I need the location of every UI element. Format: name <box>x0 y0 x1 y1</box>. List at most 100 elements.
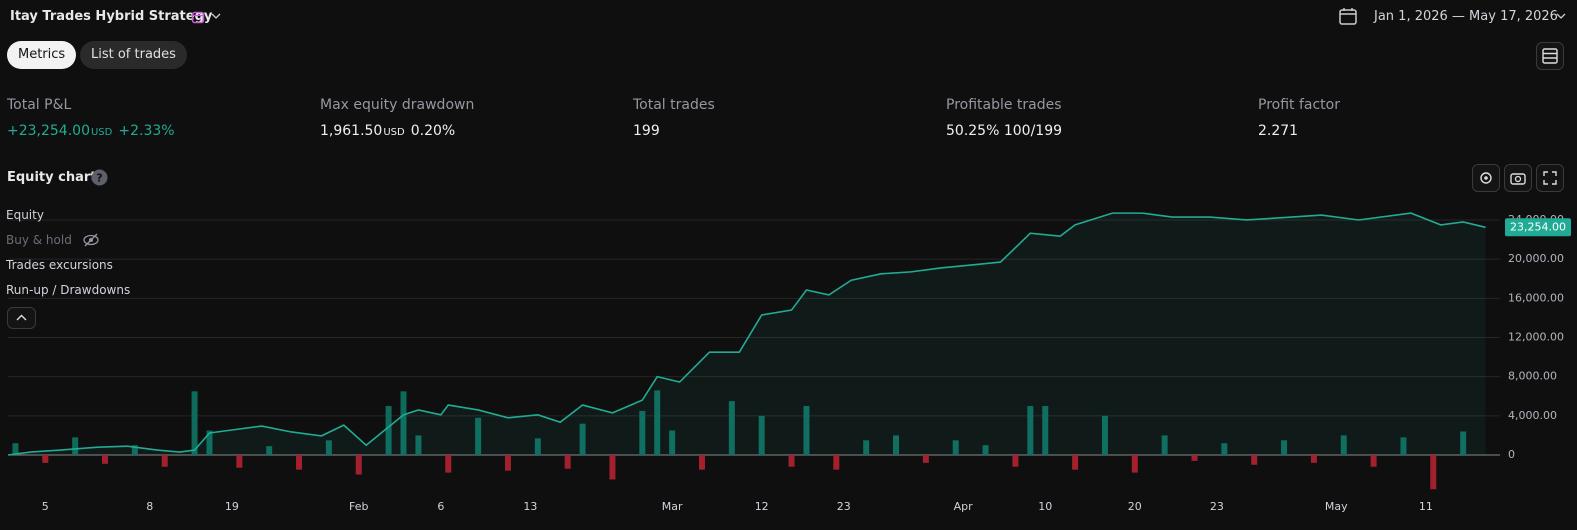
y-tick-label: 16,000.00 <box>1508 291 1564 304</box>
trade-bar <box>1042 406 1049 455</box>
trade-bar <box>1101 415 1108 455</box>
trade-bar <box>415 435 422 455</box>
snapshot-button[interactable] <box>1504 164 1532 192</box>
trade-bar <box>206 430 213 455</box>
trade-bar <box>161 454 168 467</box>
y-tick-label: 12,000.00 <box>1508 330 1564 343</box>
y-tick-label: 8,000.00 <box>1508 370 1557 383</box>
hidden-icon[interactable] <box>82 233 100 247</box>
trade-bar <box>1221 443 1228 455</box>
legend-equity[interactable]: Equity <box>6 208 44 222</box>
trade-bar <box>669 430 676 455</box>
trade-bar <box>788 454 795 467</box>
legend-buy-hold[interactable]: Buy & hold <box>6 233 72 247</box>
collapse-legend[interactable] <box>7 307 36 329</box>
range-dropdown[interactable] <box>1556 12 1566 20</box>
metric-value: 50.25% 100/199 <box>946 123 1062 139</box>
trade-bar <box>1430 454 1437 490</box>
trade-bar <box>385 406 392 455</box>
trade-bar <box>1281 440 1288 455</box>
help-icon[interactable]: ? <box>91 169 108 186</box>
trade-bar <box>1161 435 1168 455</box>
trade-bar <box>191 391 198 455</box>
equity-line <box>7 212 1486 456</box>
trade-bar <box>833 454 840 470</box>
trade-bar <box>1251 454 1258 465</box>
metric-extra: +2.33% <box>118 123 175 139</box>
trade-bar <box>325 440 332 455</box>
trade-bar <box>1191 454 1198 461</box>
trade-bar <box>564 454 571 469</box>
metric-number: +23,254.00 <box>7 123 90 139</box>
trade-bar <box>102 454 109 464</box>
x-tick-label: 5 <box>42 500 49 513</box>
trade-bar <box>475 417 482 455</box>
trade-bar <box>698 454 705 470</box>
x-tick-label: 23 <box>1210 500 1224 513</box>
y-tick-label: 20,000.00 <box>1508 252 1564 265</box>
x-tick-label: Feb <box>349 500 368 513</box>
metric-label: Total P&L <box>7 97 72 113</box>
date-range[interactable]: Jan 1, 2026 — May 17, 2026 <box>1374 9 1558 24</box>
x-tick-label: Apr <box>954 500 974 513</box>
trade-bar <box>296 454 303 470</box>
x-tick-label: 11 <box>1419 500 1433 513</box>
trade-bar <box>445 454 452 473</box>
legend-trades[interactable]: Trades excursions <box>6 258 113 272</box>
metric-value: 1,961.50USD 0.20% <box>320 123 455 139</box>
layout-button[interactable] <box>1536 42 1564 70</box>
strategy-title: Itay Trades Hybrid Strategy <box>10 9 213 24</box>
metric-unit: USD <box>383 127 405 138</box>
metric-unit: USD <box>90 127 113 138</box>
trade-bar <box>1072 454 1079 470</box>
calendar-badge <box>191 11 205 24</box>
x-tick-label: 13 <box>523 500 537 513</box>
x-tick-label: 19 <box>225 500 239 513</box>
fullscreen-button[interactable] <box>1536 164 1564 192</box>
trade-bar <box>400 391 407 455</box>
trade-bar <box>504 454 511 471</box>
trade-bar <box>982 445 989 455</box>
trade-bar <box>1027 406 1034 455</box>
settings-button[interactable] <box>1472 164 1500 192</box>
metric-label: Max equity drawdown <box>320 97 475 113</box>
equity-area <box>8 213 1486 455</box>
x-tick-label: 12 <box>755 500 769 513</box>
x-tick-label: May <box>1325 500 1348 513</box>
title-dropdown[interactable] <box>211 12 221 20</box>
x-tick-label: 23 <box>837 500 851 513</box>
metric-value: 199 <box>633 123 660 139</box>
y-tick-label: 0 <box>1508 448 1515 461</box>
trade-bar <box>952 440 959 455</box>
legend-runup[interactable]: Run-up / Drawdowns <box>6 283 131 297</box>
trade-bar <box>42 454 49 463</box>
metric-number: 50.25% <box>946 123 1000 139</box>
y-tick-label: 4,000.00 <box>1508 409 1557 422</box>
section-title: Equity chart <box>7 170 97 185</box>
x-tick-label: 10 <box>1038 500 1052 513</box>
trade-bar <box>534 438 541 455</box>
trade-bar <box>654 390 661 455</box>
trade-bar <box>1400 437 1407 455</box>
tab-metrics[interactable]: Metrics <box>7 41 77 69</box>
metric-label: Total trades <box>633 97 715 113</box>
trade-bar <box>922 454 929 463</box>
trade-bar <box>1340 435 1347 455</box>
metric-extra: 0.20% <box>410 123 456 139</box>
trade-bar <box>728 401 735 455</box>
trade-bar <box>609 454 616 480</box>
trade-bar <box>266 446 273 455</box>
trade-bar <box>758 415 765 455</box>
metric-number: 1,961.50 <box>320 123 383 139</box>
trade-bar <box>236 454 243 468</box>
x-tick-label: 20 <box>1128 500 1142 513</box>
metric-label: Profitable trades <box>946 97 1062 113</box>
trade-bar <box>12 443 19 455</box>
metric-value: +23,254.00USD +2.33% <box>7 123 175 139</box>
calendar-icon[interactable] <box>1338 6 1358 26</box>
trade-bar <box>72 437 79 455</box>
trade-bar <box>131 445 138 455</box>
tab-trades[interactable]: List of trades <box>80 41 187 69</box>
